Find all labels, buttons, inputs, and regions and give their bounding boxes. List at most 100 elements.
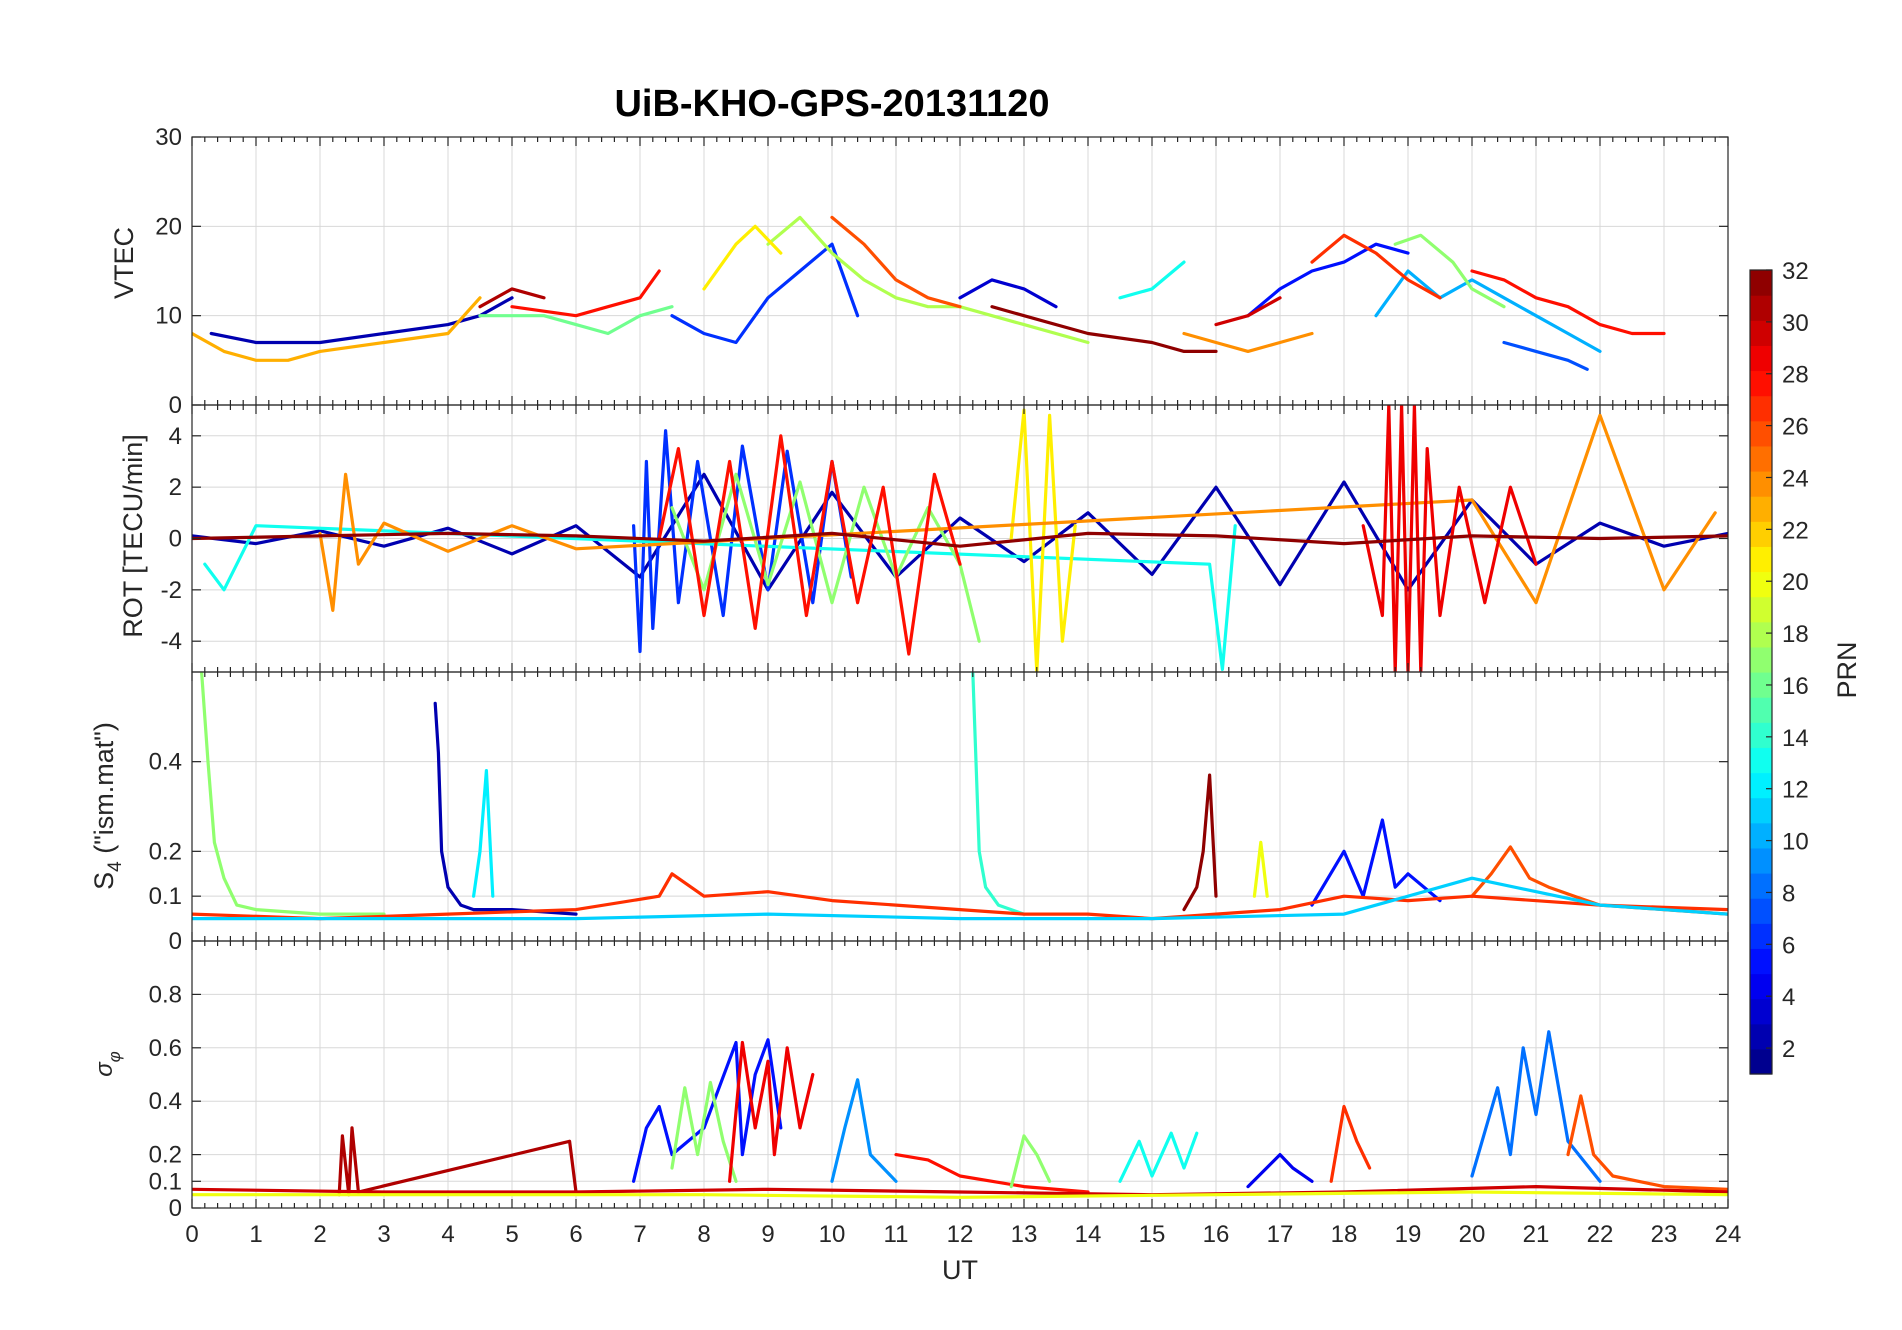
series-prn-4	[1246, 1152, 1314, 1189]
panel-rot: -4 -2 0 2 4	[161, 404, 1729, 673]
x-tick-label: 11	[884, 1221, 909, 1248]
x-tick-label: 0	[185, 1221, 198, 1248]
y-axis-label-s4: S4 ("ism.mat")	[89, 722, 126, 890]
colorbar-swatch	[1750, 923, 1772, 949]
colorbar-swatch	[1750, 496, 1772, 522]
y-tick-label: 0.6	[149, 1035, 182, 1062]
series-prn-5	[1246, 242, 1410, 318]
colorbar-swatch	[1750, 797, 1772, 824]
y-tick-label: 0	[169, 1195, 182, 1222]
series-prn-27	[1329, 1104, 1372, 1183]
colorbar-swatch	[1750, 521, 1772, 547]
colorbar-tick-label: 12	[1782, 777, 1809, 804]
y-tick-label: 20	[155, 213, 182, 240]
series-prn-27	[1310, 233, 1442, 300]
x-tick-label: 15	[1139, 1221, 1166, 1248]
colorbar-swatch	[1750, 295, 1772, 321]
series-group	[192, 215, 1666, 371]
series-prn-11	[192, 876, 1728, 921]
series-prn-12	[472, 768, 495, 898]
x-tick-label: 2	[313, 1221, 326, 1248]
colorbar-tick-label: 26	[1782, 414, 1809, 441]
series-prn-24	[1182, 331, 1314, 353]
panel-sigma-phi: 00.10.20.40.60.80 1 2 3 4 5 6 7 8 9 10 11 12 13 14 15 16…	[149, 940, 1741, 1248]
x-tick-label: 3	[377, 1221, 390, 1248]
y-tick-label: 2	[169, 474, 182, 501]
colorbar-label: PRN	[1832, 641, 1862, 698]
colorbar-swatch	[1750, 772, 1772, 799]
colorbar-tick-label: 16	[1782, 673, 1809, 700]
y-tick-label: 0.1	[149, 1168, 182, 1195]
colorbar-swatch	[1750, 672, 1772, 698]
y-tick-label: 0.4	[149, 1088, 182, 1115]
series-prn-9	[830, 1078, 898, 1183]
colorbar-swatch	[1750, 847, 1772, 874]
series-prn-28	[510, 269, 661, 318]
y-tick-label: 0.1	[149, 883, 182, 910]
series-prn-18	[766, 215, 1090, 345]
colorbar-tick-label: 10	[1782, 829, 1809, 856]
series-prn-3	[958, 278, 1058, 309]
colorbar-swatch	[1750, 571, 1772, 598]
x-tick-label: 9	[761, 1221, 774, 1248]
colorbar-swatch	[1750, 621, 1772, 648]
colorbar-tick-label: 28	[1782, 362, 1809, 389]
series-prn-20	[192, 1190, 1728, 1199]
y-tick-label: -2	[161, 577, 182, 604]
y-tick-label: 0	[169, 392, 182, 419]
y-tick-label: -4	[161, 628, 182, 655]
x-tick-label: 12	[947, 1221, 974, 1248]
series-prn-16	[478, 305, 674, 336]
x-tick-label: 5	[505, 1221, 518, 1248]
colorbar-swatch	[1750, 420, 1772, 447]
series-prn-5	[1310, 818, 1442, 907]
x-tick-label: 22	[1587, 1221, 1614, 1248]
chart-title: UiB-KHO-GPS-20131120	[614, 83, 1049, 125]
x-tick-label: 8	[697, 1221, 710, 1248]
series-prn-14	[971, 672, 1026, 916]
series-prn-24	[318, 413, 1717, 613]
series-prn-28	[657, 434, 962, 656]
series-prn-7	[1502, 340, 1589, 371]
colorbar-tick-label: 4	[1782, 984, 1795, 1011]
svg-text:S4 ("ism.mat"): S4 ("ism.mat")	[89, 722, 126, 890]
colorbar-swatch	[1750, 873, 1772, 899]
x-tick-label: 21	[1523, 1221, 1550, 1248]
series-prn-5	[631, 1038, 783, 1183]
x-tick-label: 14	[1075, 1221, 1102, 1248]
colorbar-frame	[1749, 269, 1773, 1075]
x-tick-label: 20	[1459, 1221, 1486, 1248]
x-tick-label: 10	[819, 1221, 846, 1248]
series-prn-2	[433, 701, 578, 916]
x-tick-label: 1	[249, 1221, 262, 1248]
series-prn-28	[1470, 269, 1666, 336]
colorbar-swatch	[1750, 445, 1772, 472]
x-tick-label: 18	[1331, 1221, 1358, 1248]
series-prn-26	[830, 215, 962, 309]
series-prn-20	[1252, 840, 1269, 898]
series-group	[192, 672, 1728, 921]
series-prn-28	[894, 1152, 1090, 1194]
y-axis-label-vtec: VTEC	[109, 227, 139, 299]
y-tick-label: 0	[169, 928, 182, 955]
y-tick-label: 30	[155, 124, 182, 151]
colorbar-swatch	[1750, 546, 1772, 573]
series-prn-6	[670, 242, 860, 345]
y-tick-label: 0.2	[149, 838, 182, 865]
colorbar-tick-label: 2	[1782, 1036, 1795, 1063]
colorbar-tick-label: 8	[1782, 880, 1795, 907]
colorbar-tick-label: 24	[1782, 465, 1809, 492]
series-group	[192, 405, 1728, 672]
series-prn-13	[203, 524, 1237, 672]
series-prn-17	[1009, 1134, 1052, 1189]
x-tick-label: 7	[633, 1221, 646, 1248]
series-prn-21	[1009, 408, 1077, 672]
colorbar-tick-label: 6	[1782, 932, 1795, 959]
y-tick-label: 0.8	[149, 981, 182, 1008]
y-axis-label-sigma-phi: σφ	[91, 1051, 124, 1077]
colorbar-swatch	[1750, 998, 1772, 1025]
colorbar-swatch	[1750, 822, 1772, 849]
y-axis-label-rot: ROT [TECU/min]	[118, 434, 148, 638]
series-prn-32	[1182, 773, 1218, 912]
